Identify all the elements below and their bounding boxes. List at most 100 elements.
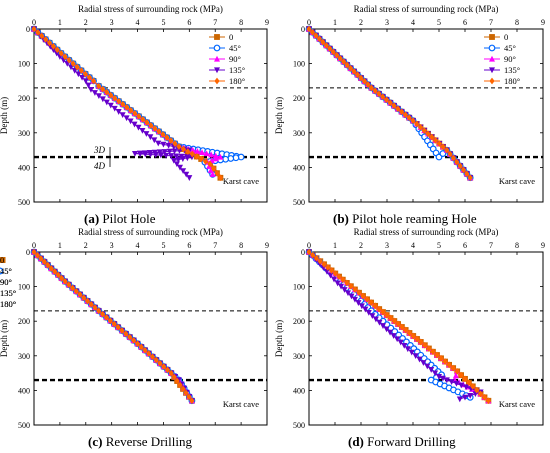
x-axis-label: Radial stress of surrounding rock (MPa) — [354, 4, 499, 14]
x-tick-label: 8 — [239, 241, 243, 250]
x-tick-label: 0 — [32, 18, 36, 27]
legend-label: 0 — [0, 255, 4, 265]
series-marker-3 — [127, 118, 134, 125]
legend-marker — [213, 44, 221, 52]
caption-d: (d) Forward Drilling — [348, 434, 456, 450]
x-tick-label: 2 — [359, 18, 363, 27]
series-marker-4 — [152, 125, 158, 132]
series-marker-3 — [160, 141, 167, 148]
series-marker-4 — [376, 90, 382, 98]
series-marker-4 — [306, 248, 312, 256]
series-marker-4 — [450, 364, 456, 372]
series-marker-4 — [317, 257, 323, 265]
x-tick-label: 9 — [265, 241, 269, 250]
y-tick-label: 300 — [293, 352, 305, 361]
y-tick-label: 300 — [18, 352, 30, 361]
x-tick-label: 1 — [333, 18, 337, 27]
series-marker-4 — [123, 330, 129, 338]
series-marker-3 — [462, 394, 468, 401]
y-tick-label: 500 — [18, 421, 30, 430]
series-marker-4 — [384, 311, 390, 319]
series-marker-4 — [103, 313, 110, 321]
x-tick-label: 6 — [187, 241, 191, 250]
x-tick-label: 2 — [84, 241, 88, 250]
series-marker-3 — [334, 280, 341, 287]
chart-panel-2: 0 1 2 3 4 5 6 7 8 9 0 100 200 300 400 500 Radial stress … — [274, 4, 545, 207]
x-tick-label: 9 — [541, 241, 545, 250]
x-tick-label: 0 — [32, 241, 36, 250]
series-marker-4 — [31, 248, 37, 256]
series-marker-4 — [430, 348, 436, 356]
series-marker-4 — [351, 68, 357, 75]
series-marker-4 — [395, 320, 401, 328]
series-marker-4 — [186, 393, 192, 401]
series-marker-4 — [52, 268, 58, 276]
series-marker-3 — [387, 329, 394, 336]
series-marker-2 — [207, 167, 214, 173]
series-marker-4 — [128, 106, 134, 114]
series-marker-4 — [161, 363, 167, 370]
series-marker-3 — [383, 326, 390, 333]
x-tick-label: 9 — [265, 18, 269, 27]
series-marker-3 — [397, 339, 404, 346]
series-marker-3 — [50, 47, 57, 53]
series-marker-3 — [453, 380, 460, 387]
series-marker-4 — [157, 359, 163, 367]
series-marker-3 — [341, 287, 348, 293]
series-marker-4 — [160, 131, 166, 138]
series-marker-4 — [54, 46, 60, 54]
series-marker-4 — [399, 108, 405, 116]
legend-label: 90° — [0, 277, 12, 287]
series-marker-2 — [194, 148, 201, 154]
series-marker-3 — [147, 134, 154, 141]
series-marker-4 — [38, 255, 44, 262]
series-marker-3 — [369, 313, 376, 320]
series-marker-3 — [420, 360, 427, 366]
series-marker-4 — [177, 381, 183, 389]
series-marker-3 — [75, 71, 82, 78]
series-marker-4 — [203, 158, 209, 165]
series-marker-3 — [82, 78, 89, 85]
series-marker-2 — [198, 149, 205, 156]
series-marker-3 — [458, 382, 465, 389]
series-marker-4 — [55, 271, 61, 279]
series-marker-4 — [90, 77, 97, 85]
series-marker-4 — [391, 102, 397, 110]
y-axis-label: Depth (m) — [274, 97, 284, 134]
y-tick-label: 400 — [18, 386, 30, 395]
annotation-karst-cave: Karst cave — [499, 176, 535, 186]
series-marker-3 — [331, 276, 338, 283]
x-tick-label: 5 — [161, 241, 165, 250]
series-marker-4 — [31, 25, 37, 33]
series-marker-4 — [368, 299, 374, 306]
x-tick-label: 6 — [187, 18, 191, 27]
x-tick-label: 5 — [437, 18, 441, 27]
series-marker-4 — [454, 158, 460, 166]
series-marker-4 — [120, 100, 126, 108]
series-marker-4 — [403, 326, 409, 334]
series-marker-3 — [156, 149, 163, 156]
legend-marker — [489, 55, 495, 62]
series-marker-4 — [361, 77, 368, 85]
series-marker-4 — [406, 114, 412, 122]
series-marker-4 — [454, 367, 460, 375]
series-marker-4 — [328, 267, 335, 274]
series-marker-2 — [213, 155, 220, 162]
series-marker-4 — [50, 42, 57, 50]
legend-label: 0 — [229, 32, 233, 42]
series-marker-4 — [429, 133, 435, 141]
series-marker-3 — [338, 283, 345, 290]
series-marker-2 — [452, 372, 459, 379]
series-marker-4 — [352, 286, 358, 293]
series-marker-3 — [390, 333, 397, 339]
series-marker-3 — [432, 370, 439, 377]
caption-d-name: Forward Drilling — [363, 434, 456, 449]
series-marker-4 — [39, 32, 45, 40]
legend-marker — [214, 34, 220, 40]
series-marker-3 — [351, 296, 358, 303]
series-marker-4 — [466, 379, 472, 387]
series-marker-4 — [364, 295, 370, 303]
annotation-karst-cave: Karst cave — [223, 399, 259, 409]
